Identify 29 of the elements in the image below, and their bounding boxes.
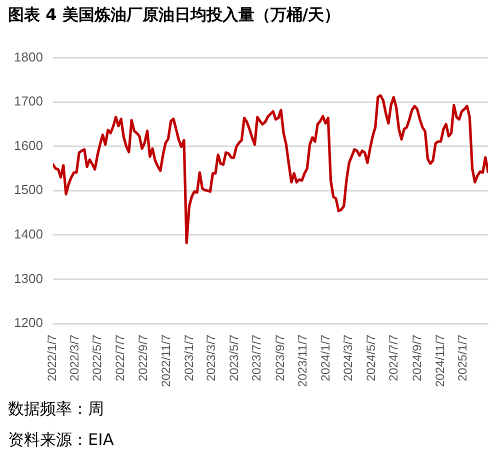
y-tick-label: 1300: [14, 270, 43, 286]
text: 数据频率：周: [8, 398, 105, 420]
x-tick-label: 2025/1/7: [456, 334, 470, 382]
x-tick-label: 2023/3/7: [204, 334, 218, 382]
x-tick-label: 2023/5/7: [226, 334, 241, 382]
text: 资料来源：EIA: [8, 429, 114, 451]
y-tick-label: 1600: [14, 138, 43, 153]
x-tick-label: 2024/9/7: [410, 334, 424, 382]
x-tick-label: 2022/9/7: [136, 334, 150, 382]
x-tick-label: 2024/1/7: [318, 334, 333, 382]
y-tick-label: 1500: [14, 182, 43, 198]
y-tick-label: 1700: [14, 94, 43, 109]
x-tick-label: 2024/3/7: [341, 334, 356, 382]
y-tick-label: 1800: [14, 49, 43, 64]
x-tick-label: 2022/1/7: [45, 334, 60, 382]
y-tick-label: 1200: [14, 315, 43, 330]
x-tick-label: 2023/9/7: [272, 334, 287, 382]
x-tick-label: 2022/11/7: [159, 334, 174, 388]
x-tick-label: 2024/7/7: [386, 334, 401, 382]
x-tick-label: 2023/11/7: [296, 334, 310, 388]
x-tick-label: 2022/7/7: [113, 334, 128, 382]
x-tick-label: 2022/3/7: [67, 334, 82, 382]
x-tick-label: 2024/5/7: [364, 334, 378, 382]
y-tick-label: 1400: [14, 226, 43, 242]
chart-title: 图表 4 美国炼油厂原油日均投入量（万桶/天）: [8, 5, 340, 26]
x-tick-label: 2022/5/7: [90, 334, 104, 382]
x-tick-label: 2024/11/7: [432, 334, 447, 388]
x-tick-label: 2023/1/7: [182, 334, 196, 382]
x-tick-label: 2023/7/7: [250, 334, 264, 382]
